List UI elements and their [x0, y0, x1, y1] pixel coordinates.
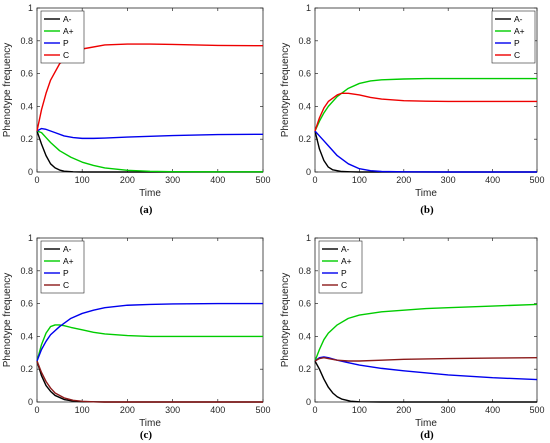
series-line-aminus	[36, 130, 263, 173]
y-tick-label: 0	[306, 397, 311, 407]
x-tick-label: 200	[120, 175, 135, 185]
y-tick-label: 0.8	[298, 36, 311, 46]
panel-label: (a)	[140, 204, 153, 216]
y-tick-label: 0.8	[298, 266, 311, 276]
x-tick-label: 400	[485, 175, 500, 185]
series-line-aplus	[36, 324, 263, 362]
chart-panel-a: 0 100 200 300 400 500 0 0.2 0.4 0.6 0.8 1 Time Phenot…	[2, 3, 271, 216]
y-tick-label: 0.6	[20, 69, 33, 79]
series-line-aplus	[36, 130, 263, 173]
x-axis-label: Time	[415, 418, 437, 429]
x-tick-label: 100	[352, 175, 367, 185]
x-tick-label: 100	[352, 405, 367, 415]
series-line-aplus	[314, 303, 538, 362]
series-line-c	[314, 357, 538, 362]
x-tick-label: 200	[396, 175, 411, 185]
legend-label: A+	[63, 26, 74, 36]
y-tick-label: 0.6	[298, 299, 311, 309]
legend-label: P	[341, 268, 347, 278]
y-tick-label: 1	[306, 233, 311, 243]
series-line-p	[36, 127, 264, 140]
y-tick-label: 0.2	[20, 364, 33, 374]
y-tick-label: 0.4	[20, 101, 33, 111]
panel-label: (b)	[420, 204, 434, 216]
x-tick-label: 300	[441, 405, 456, 415]
legend: A- A+ PC	[40, 240, 85, 294]
series-line-aminus	[314, 130, 537, 173]
y-tick-label: 0.8	[20, 36, 33, 46]
x-tick-label: 400	[485, 405, 500, 415]
legend-label: C	[514, 50, 520, 60]
chart-panel-c: 0 100 200 300 400 500 0 0.2 0.4 0.6 0.8 1 Time Phenot…	[2, 233, 271, 441]
legend-label: C	[341, 280, 347, 290]
legend-label: A+	[514, 26, 525, 36]
chart-panel-d: 0 100 200 300 400 500 0 0.2 0.4 0.6 0.8 1 Time Phenot…	[280, 233, 545, 441]
x-tick-label: 500	[529, 405, 544, 415]
panel-label: (c)	[140, 429, 153, 441]
legend-label: A-	[63, 14, 72, 24]
series-line-aplus	[314, 77, 537, 132]
legend-label: A-	[341, 244, 350, 254]
legend-label: A-	[63, 244, 72, 254]
y-tick-label: 0.2	[20, 134, 33, 144]
legend-label: P	[63, 38, 69, 48]
x-axis-label: Time	[139, 188, 161, 199]
x-tick-label: 500	[255, 405, 270, 415]
legend-label: P	[63, 268, 69, 278]
y-axis-label: Phenotype frequency	[280, 43, 291, 138]
x-tick-label: 0	[312, 405, 317, 415]
y-tick-label: 1	[28, 3, 33, 13]
legend-label: C	[63, 280, 69, 290]
x-tick-label: 300	[441, 175, 456, 185]
y-tick-label: 0.6	[298, 69, 311, 79]
y-tick-label: 0.4	[298, 101, 311, 111]
x-tick-label: 100	[75, 405, 90, 415]
x-tick-label: 0	[312, 175, 317, 185]
x-tick-label: 500	[529, 175, 544, 185]
x-tick-label: 300	[165, 405, 180, 415]
x-axis-label: Time	[139, 418, 161, 429]
y-tick-label: 0	[28, 167, 33, 177]
y-tick-label: 0.4	[298, 331, 311, 341]
y-tick-label: 0	[306, 167, 311, 177]
x-tick-label: 100	[75, 175, 90, 185]
y-tick-label: 0.6	[20, 299, 33, 309]
series-line-p	[314, 130, 537, 173]
y-tick-label: 1	[306, 3, 311, 13]
panel-label: (d)	[420, 429, 434, 441]
y-axis-label: Phenotype frequency	[2, 273, 13, 368]
legend: A- A+ PC	[491, 10, 536, 64]
x-tick-label: 400	[210, 175, 225, 185]
series-line-c	[314, 92, 537, 132]
x-tick-label: 500	[255, 175, 270, 185]
x-axis-label: Time	[415, 188, 437, 199]
legend: A- A+ PC	[318, 240, 363, 294]
series-line-aminus	[314, 360, 537, 403]
y-tick-label: 1	[28, 233, 33, 243]
y-axis-label: Phenotype frequency	[2, 43, 13, 138]
legend-label: C	[63, 50, 69, 60]
series-line-c	[36, 360, 263, 403]
series-line-p	[314, 356, 538, 381]
legend-label: A+	[341, 256, 352, 266]
legend-label: A-	[514, 14, 523, 24]
x-tick-label: 300	[165, 175, 180, 185]
y-axis-label: Phenotype frequency	[280, 273, 291, 368]
y-tick-label: 0	[28, 397, 33, 407]
series-line-p	[36, 302, 263, 362]
y-tick-label: 0.2	[298, 134, 311, 144]
y-tick-label: 0.8	[20, 266, 33, 276]
x-tick-label: 200	[396, 405, 411, 415]
legend: A- A+ PC	[40, 10, 85, 64]
x-tick-label: 0	[34, 405, 39, 415]
x-tick-label: 0	[34, 175, 39, 185]
x-tick-label: 400	[210, 405, 225, 415]
y-tick-label: 0.4	[20, 331, 33, 341]
y-tick-label: 0.2	[298, 364, 311, 374]
legend-label: A+	[63, 256, 74, 266]
x-tick-label: 200	[120, 405, 135, 415]
chart-panel-b: 0 100 200 300 400 500 0 0.2 0.4 0.6 0.8 1 Time Phenot…	[280, 3, 545, 216]
legend-label: P	[514, 38, 520, 48]
